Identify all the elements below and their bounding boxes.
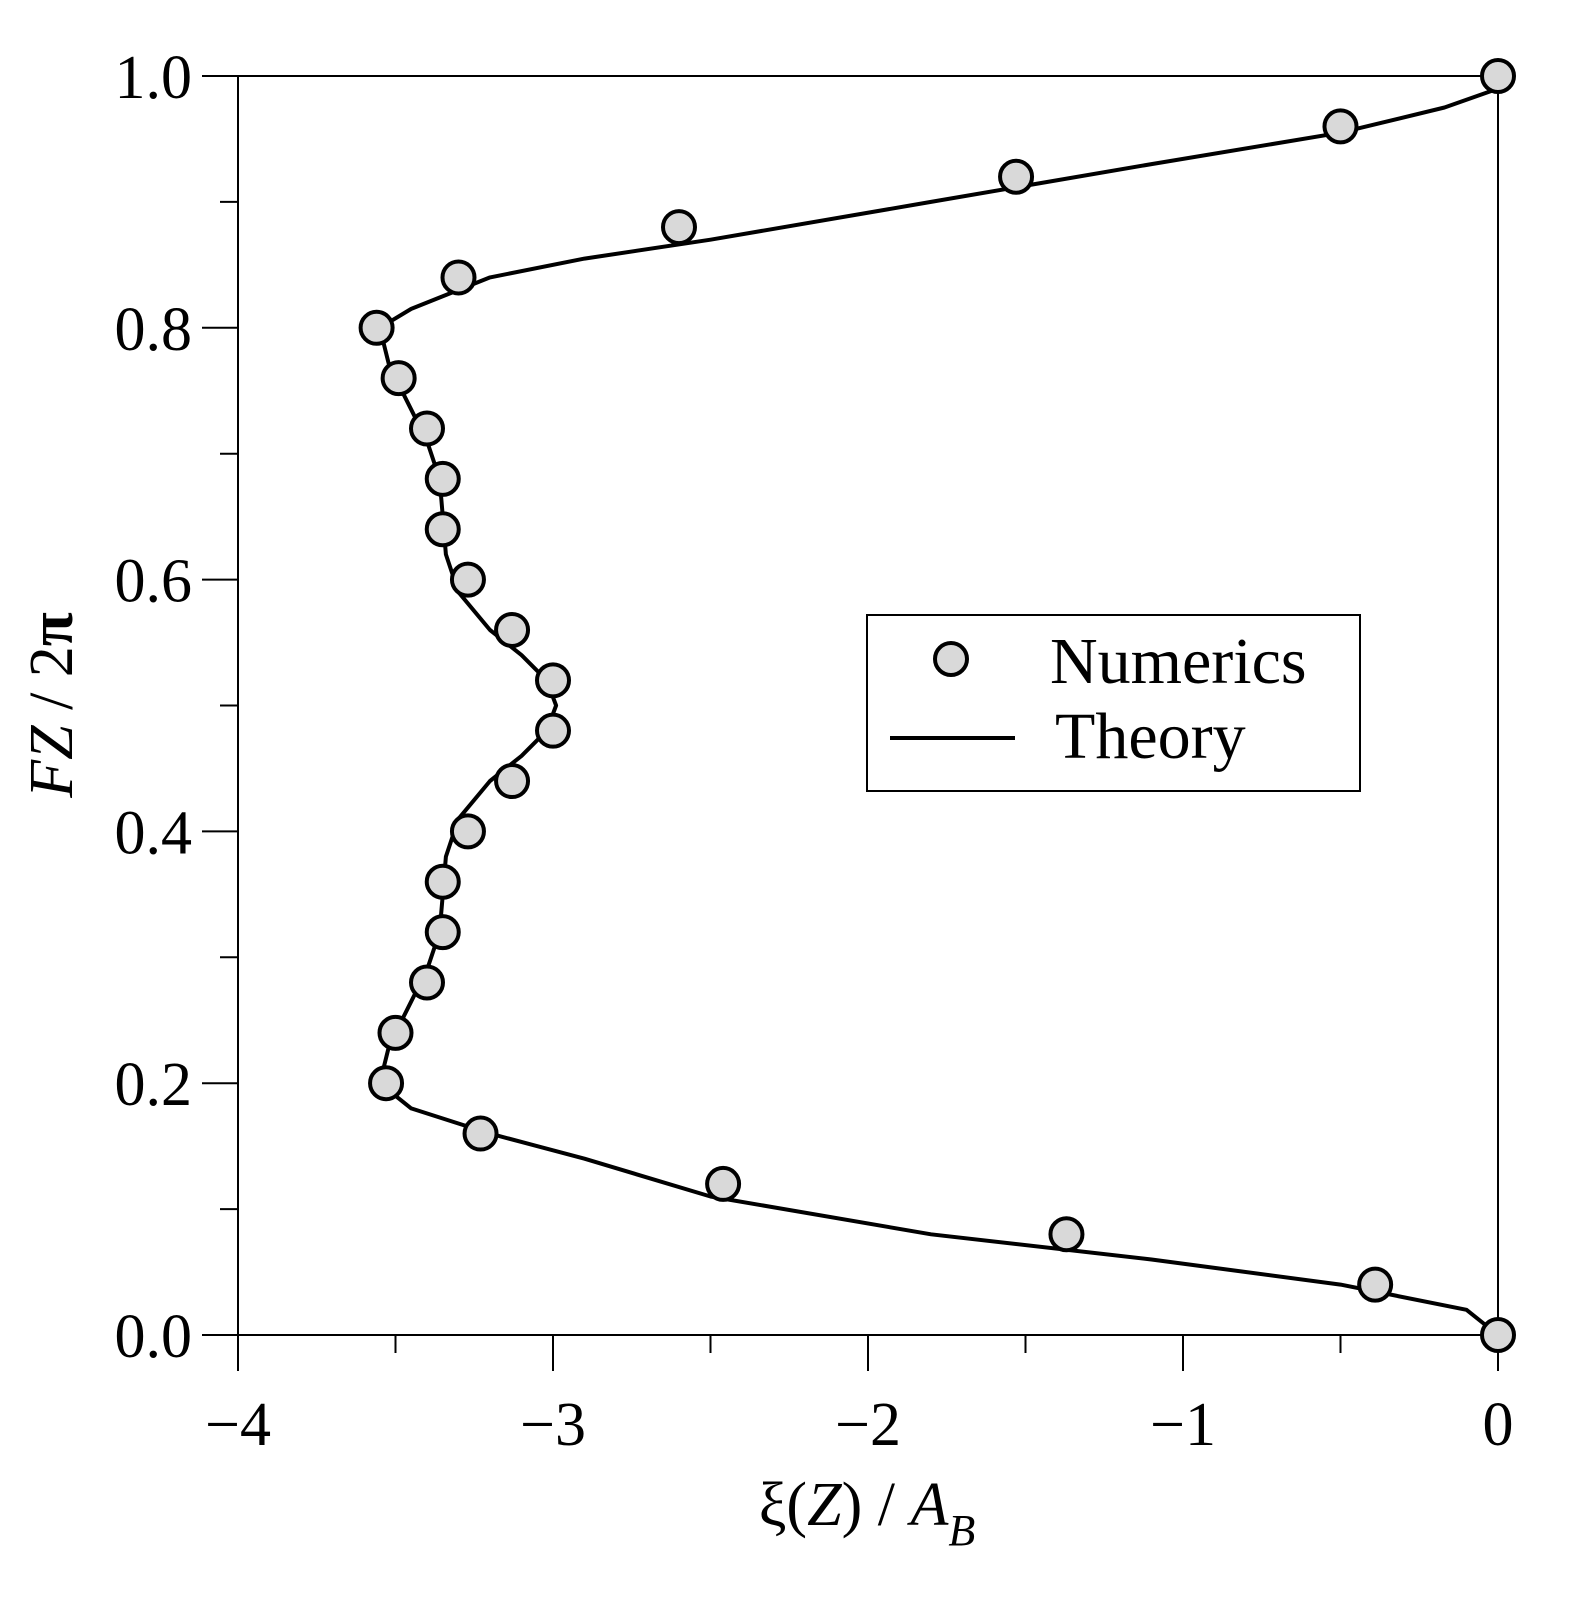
- numerics-point: [424, 460, 461, 497]
- y-axis: 0.0 0.2 0.4 0.6 0.8 1.0: [115, 44, 238, 1371]
- numerics-point: [440, 259, 477, 296]
- x-tick-label: −2: [835, 1391, 901, 1459]
- y-tick-label: 0.8: [115, 296, 193, 364]
- y-tick-label: 0.4: [115, 799, 193, 867]
- legend: Numerics Theory: [866, 614, 1361, 792]
- x-axis-title: ξ(Z) / AB: [759, 1471, 975, 1555]
- numerics-point: [449, 813, 486, 850]
- legend-numerics-marker: [933, 641, 969, 677]
- numerics-point: [368, 1065, 405, 1102]
- numerics-point: [535, 712, 571, 749]
- y-axis-title: FZ / 2π: [18, 612, 86, 799]
- y-tick-label: 0.6: [115, 548, 193, 616]
- numerics-point: [380, 360, 417, 397]
- numerics-series: [358, 58, 1516, 1353]
- numerics-point: [1322, 108, 1359, 145]
- numerics-point: [661, 209, 697, 246]
- numerics-point: [1048, 1216, 1085, 1253]
- numerics-point: [424, 863, 461, 900]
- legend-theory-label: Theory: [1055, 700, 1246, 773]
- y-tick-label: 1.0: [115, 44, 193, 112]
- x-tick-label: −3: [520, 1391, 586, 1459]
- numerics-point: [705, 1165, 742, 1202]
- numerics-point: [494, 611, 531, 648]
- numerics-point: [1480, 58, 1516, 94]
- numerics-point: [424, 914, 461, 951]
- numerics-point: [1357, 1266, 1394, 1303]
- y-tick-label: 0.2: [115, 1051, 193, 1119]
- numerics-point: [494, 763, 531, 800]
- theory-line: [377, 86, 1500, 1337]
- numerics-point: [409, 410, 445, 447]
- numerics-point: [535, 662, 571, 699]
- theory-series: [377, 86, 1500, 1337]
- x-tick-label: −1: [1150, 1391, 1216, 1459]
- numerics-point: [998, 158, 1035, 195]
- x-tick-label: 0: [1483, 1391, 1514, 1459]
- numerics-point: [462, 1115, 499, 1152]
- x-axis: −4 −3 −2 −1 0: [205, 1335, 1514, 1459]
- legend-numerics-label: Numerics: [1050, 625, 1307, 698]
- numerics-point: [377, 1014, 414, 1051]
- y-tick-label: 0.0: [115, 1303, 193, 1371]
- x-tick-label: −4: [205, 1391, 271, 1459]
- numerics-point: [449, 561, 486, 598]
- numerics-point: [1480, 1317, 1516, 1353]
- numerics-point: [424, 511, 461, 548]
- numerics-point: [409, 964, 445, 1001]
- numerics-point: [358, 309, 395, 346]
